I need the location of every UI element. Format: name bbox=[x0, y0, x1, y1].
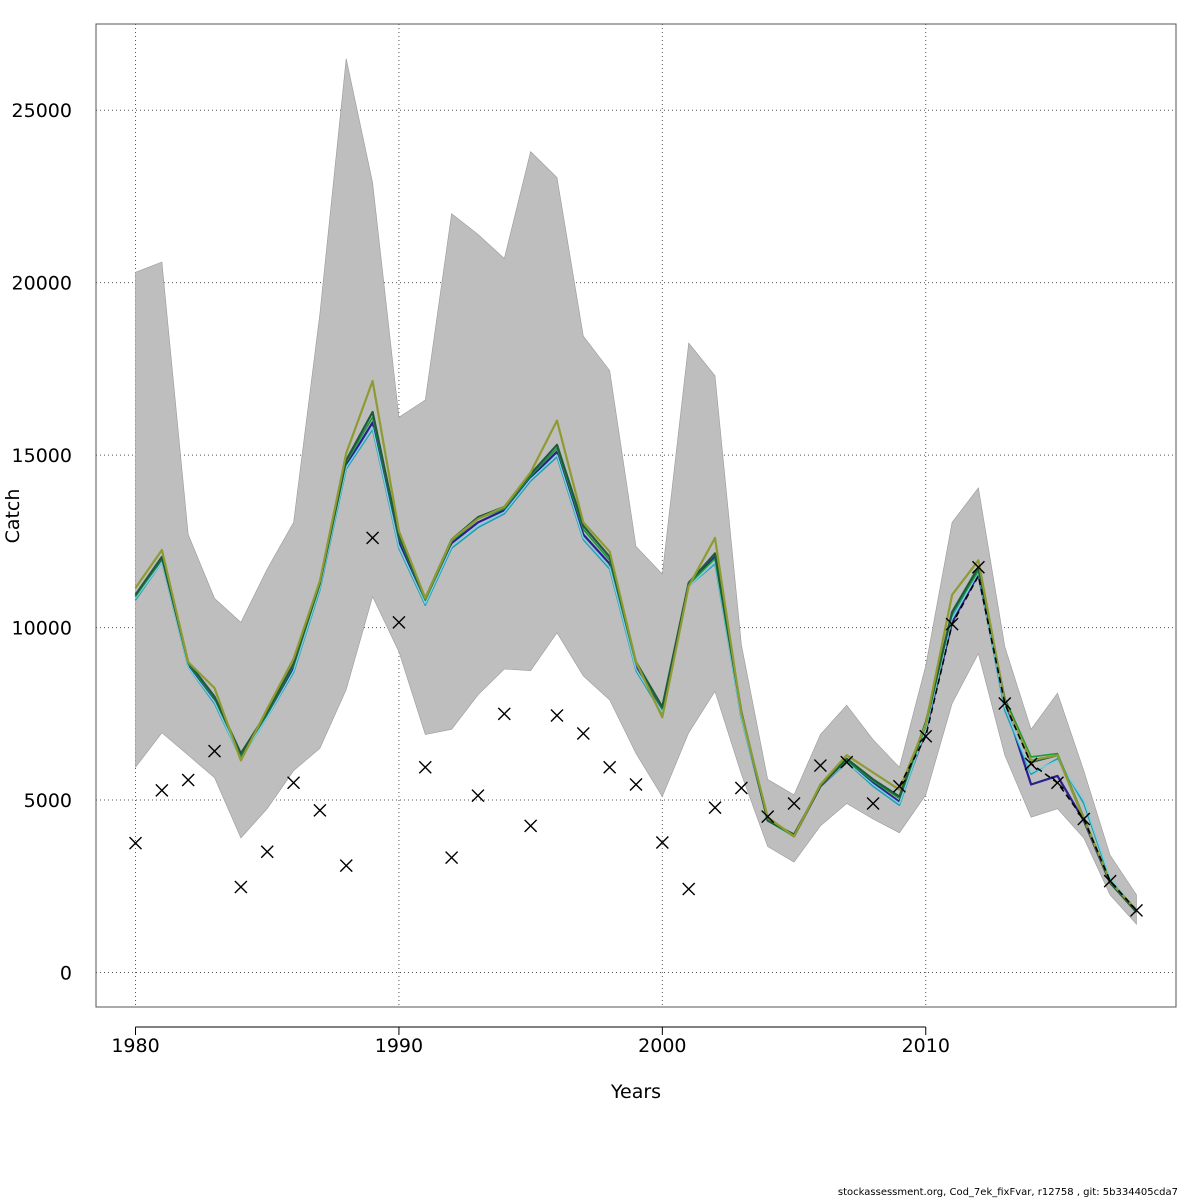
observed-point-2014 bbox=[1024, 757, 1038, 771]
observed-point-2007 bbox=[840, 755, 854, 769]
observed-point-2004 bbox=[761, 810, 775, 824]
observed-point-2018 bbox=[1129, 903, 1143, 917]
y-tick-label-15000: 15000 bbox=[12, 445, 72, 467]
observed-point-1983 bbox=[208, 744, 222, 758]
observed-point-2001 bbox=[682, 882, 696, 896]
observed-point-1998 bbox=[603, 760, 617, 774]
observed-point-1992 bbox=[445, 851, 459, 865]
y-tick-label-0: 0 bbox=[60, 963, 72, 985]
footer-source: stockassessment.org, Cod_7ek_fixFvar, r1… bbox=[837, 1187, 1178, 1198]
y-tick-label-20000: 20000 bbox=[12, 273, 72, 295]
observed-catch-markers bbox=[129, 531, 1143, 917]
plot-frame bbox=[95, 23, 1177, 1008]
observed-point-2003 bbox=[734, 781, 748, 795]
observed-point-1994 bbox=[497, 707, 511, 721]
observed-point-1999 bbox=[629, 778, 643, 792]
observed-point-2017 bbox=[1103, 874, 1117, 888]
estimated-series bbox=[134, 379, 1138, 913]
y-axis-label: Catch bbox=[2, 489, 24, 544]
observed-point-2002 bbox=[708, 801, 722, 815]
observed-point-1984 bbox=[234, 880, 248, 894]
observed-point-2013 bbox=[998, 696, 1012, 710]
y-tick-label-25000: 25000 bbox=[12, 100, 72, 122]
x-tick-label-1990: 1990 bbox=[375, 1035, 423, 1057]
x-tick-label-2010: 2010 bbox=[902, 1035, 950, 1057]
observed-point-2009 bbox=[892, 779, 906, 793]
observed-point-1988 bbox=[339, 859, 353, 873]
x-tick-label-2000: 2000 bbox=[638, 1035, 686, 1057]
observed-point-2006 bbox=[813, 759, 827, 773]
observed-point-2010 bbox=[919, 729, 933, 743]
observed-point-1981 bbox=[155, 783, 169, 797]
y-axis: 0 5000 10000 15000 20000 25000 bbox=[12, 100, 72, 984]
observed-point-2005 bbox=[787, 797, 801, 810]
observed-point-2000 bbox=[655, 835, 669, 849]
series-line-6 bbox=[134, 379, 1138, 912]
series-line-3 bbox=[134, 426, 1138, 911]
observed-point-1991 bbox=[418, 760, 432, 774]
y-tick-label-10000: 10000 bbox=[12, 618, 72, 640]
observed-point-1990 bbox=[392, 615, 406, 629]
confidence-band bbox=[135, 58, 1137, 925]
observed-point-2012 bbox=[971, 560, 985, 574]
observed-point-1996 bbox=[550, 709, 564, 723]
y-tick-label-5000: 5000 bbox=[24, 790, 72, 812]
plot-area bbox=[96, 24, 1176, 1007]
observed-point-2011 bbox=[945, 617, 959, 631]
observed-point-1989 bbox=[366, 531, 380, 545]
observed-point-1986 bbox=[287, 776, 301, 790]
observed-point-1985 bbox=[260, 845, 274, 859]
x-tick-label-1980: 1980 bbox=[111, 1035, 159, 1057]
series-line-7 bbox=[898, 575, 1138, 911]
observed-point-1993 bbox=[471, 789, 485, 803]
observed-point-2008 bbox=[866, 797, 880, 810]
x-axis-label: Years bbox=[610, 1081, 661, 1103]
observed-point-1987 bbox=[313, 803, 327, 817]
x-axis: 1980 1990 2000 2010 bbox=[111, 1026, 950, 1057]
observed-point-1980 bbox=[129, 836, 143, 850]
observed-point-2015 bbox=[1050, 776, 1064, 790]
observed-point-1982 bbox=[181, 773, 195, 787]
observed-point-2016 bbox=[1077, 812, 1091, 826]
observed-point-1997 bbox=[576, 726, 590, 740]
observed-point-1995 bbox=[524, 819, 538, 833]
